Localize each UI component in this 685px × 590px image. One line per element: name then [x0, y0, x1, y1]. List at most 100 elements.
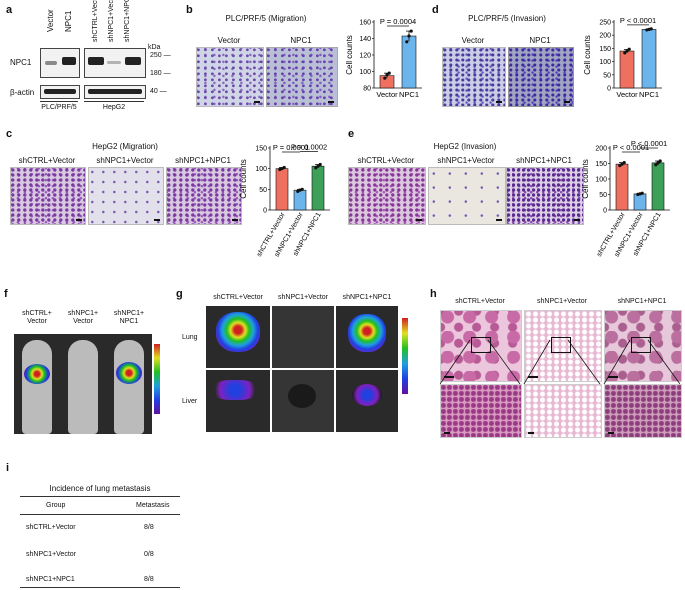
- data-point: [640, 191, 644, 195]
- kda-label: kDa: [148, 44, 161, 51]
- mouse: [22, 340, 52, 434]
- p-value-label: P < 0.0001: [620, 16, 656, 25]
- bioluminescence-mice-image: [14, 334, 152, 434]
- panel-label-g: g: [176, 288, 183, 300]
- image-label: shCTRL+ Vector: [22, 310, 52, 325]
- column-label: shNPC1+NPC1: [617, 298, 667, 305]
- liver-image-shnpc1-npc1: [336, 370, 398, 432]
- panel-label-b: b: [186, 4, 193, 16]
- row-label-beta-actin: β-actin: [10, 88, 35, 97]
- panel-label-d: d: [432, 4, 439, 16]
- row-label-npc1: NPC1: [10, 58, 32, 67]
- y-tick-label: 200: [599, 33, 611, 40]
- scale-bar: [254, 101, 260, 103]
- scale-bar: [76, 219, 82, 221]
- table-rule: [20, 587, 180, 588]
- signal: [348, 314, 386, 352]
- chart-d-invasion-counts: 0 50 100 150 200 250 Cell counts Vector NPC1 P < …: [583, 16, 662, 99]
- blot-actin-hepg2: [84, 85, 146, 99]
- table-cell-value: 8/8: [144, 576, 154, 583]
- y-tick-label: 50: [259, 187, 267, 194]
- liver-image-shctrl: [206, 370, 270, 432]
- y-axis-label: Cell counts: [239, 159, 248, 199]
- panel-label-f: f: [4, 288, 8, 300]
- y-tick-label: 150: [595, 161, 607, 168]
- zoom-box: [551, 337, 571, 353]
- y-axis-label: Cell counts: [345, 35, 354, 75]
- lane-label-shnpc1-vector: shNPC1+Vector: [108, 0, 115, 42]
- p-value-label: P = 0.0004: [380, 17, 416, 26]
- data-point: [654, 163, 658, 167]
- y-tick-label: 250: [599, 20, 611, 27]
- zoom-box: [631, 337, 651, 353]
- row-label-lung: Lung: [182, 334, 198, 341]
- image-label: shCTRL+Vector: [357, 156, 415, 165]
- marker-40: 40 —: [150, 88, 167, 95]
- micrograph-shnpc1-npc1: [506, 167, 584, 225]
- cell-line-plc: PLC/PRF/5: [41, 104, 77, 111]
- band: [88, 89, 142, 94]
- lane-label-npc1: NPC1: [64, 10, 73, 32]
- column-label: shNPC1+NPC1: [342, 294, 392, 301]
- panel-label-e: e: [348, 128, 355, 140]
- data-point: [409, 29, 413, 33]
- data-point: [407, 34, 411, 38]
- table-cell-group: shNPC1+NPC1: [26, 576, 75, 583]
- p-value-label: P = 0.0001: [273, 143, 309, 152]
- x-tick-label: NPC1: [399, 90, 419, 99]
- lung-image-shnpc1-npc1: [336, 306, 398, 368]
- micrograph-shnpc1-npc1: [166, 167, 242, 225]
- color-scale-bar: [402, 318, 408, 394]
- y-tick-label: 140: [359, 36, 371, 43]
- bar: [619, 50, 635, 89]
- table-rule: [20, 496, 180, 497]
- scale-bar: [444, 432, 450, 434]
- x-tick-label: NPC1: [639, 90, 659, 99]
- y-tick-label: 0: [603, 208, 607, 215]
- table-cell-value: 0/8: [144, 551, 154, 558]
- image-label: shNPC1+NPC1: [175, 156, 231, 165]
- y-tick-label: 50: [603, 72, 611, 79]
- band: [107, 61, 121, 64]
- band: [125, 57, 141, 65]
- data-point: [387, 71, 391, 75]
- histology-low-shctrl: [440, 310, 522, 382]
- scale-bar: [154, 219, 160, 221]
- data-point: [625, 49, 629, 53]
- micrograph-shctrl-vector: [348, 167, 426, 225]
- data-point: [282, 165, 286, 170]
- data-point: [656, 161, 660, 165]
- bar: [633, 193, 647, 211]
- signal: [212, 380, 258, 400]
- signal: [216, 312, 260, 352]
- y-tick-label: 80: [363, 86, 371, 93]
- scale-bar: [496, 101, 502, 103]
- bar: [311, 165, 325, 211]
- underline: [40, 101, 78, 102]
- row-label-liver: Liver: [182, 398, 198, 405]
- scale-bar: [574, 219, 580, 221]
- marker-250: 250 —: [150, 52, 171, 59]
- data-point: [383, 76, 387, 80]
- table-title: Incidence of lung metastasis: [49, 484, 151, 493]
- micrograph-shnpc1-vector: [88, 167, 164, 225]
- blot-npc1-plc: [40, 48, 80, 78]
- y-tick-label: 150: [255, 146, 267, 153]
- signal: [24, 364, 50, 384]
- bar: [401, 35, 417, 89]
- blot-actin-plc: [40, 85, 80, 99]
- color-scale-bar: [154, 344, 160, 414]
- y-tick-label: 50: [599, 192, 607, 199]
- histology-high-shnpc1-npc1: [604, 384, 682, 438]
- scale-bar: [328, 101, 334, 103]
- band: [88, 57, 104, 65]
- lung-image-shnpc1: [272, 306, 334, 368]
- p-value-label: P = 0.0002: [291, 143, 327, 152]
- scale-bar: [528, 376, 538, 378]
- signal: [352, 384, 382, 406]
- y-tick-label: 200: [595, 146, 607, 153]
- image-label: shNPC1+ NPC1: [113, 310, 145, 325]
- signal: [116, 362, 142, 384]
- bar: [275, 168, 289, 211]
